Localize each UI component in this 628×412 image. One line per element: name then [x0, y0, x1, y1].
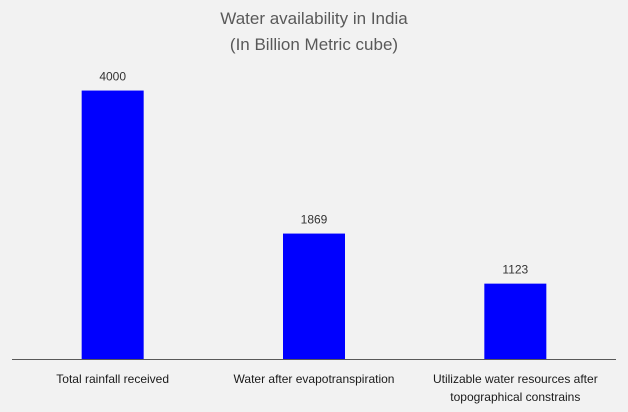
bar — [484, 283, 547, 359]
data-label: 4000 — [99, 70, 126, 84]
bar — [283, 233, 345, 359]
chart-title: Water availability in India — [220, 9, 408, 28]
x-tick-label: Water after evapotranspiration — [234, 372, 395, 386]
x-tick-label: Total rainfall received — [56, 372, 169, 386]
chart-subtitle: (In Billion Metric cube) — [229, 35, 399, 54]
x-tick-label: Utilizable water resources after — [433, 372, 598, 386]
data-label: 1869 — [301, 213, 328, 227]
x-tick-label: topographical constrains — [450, 390, 580, 404]
data-label: 1123 — [502, 263, 528, 277]
bar — [81, 90, 144, 360]
